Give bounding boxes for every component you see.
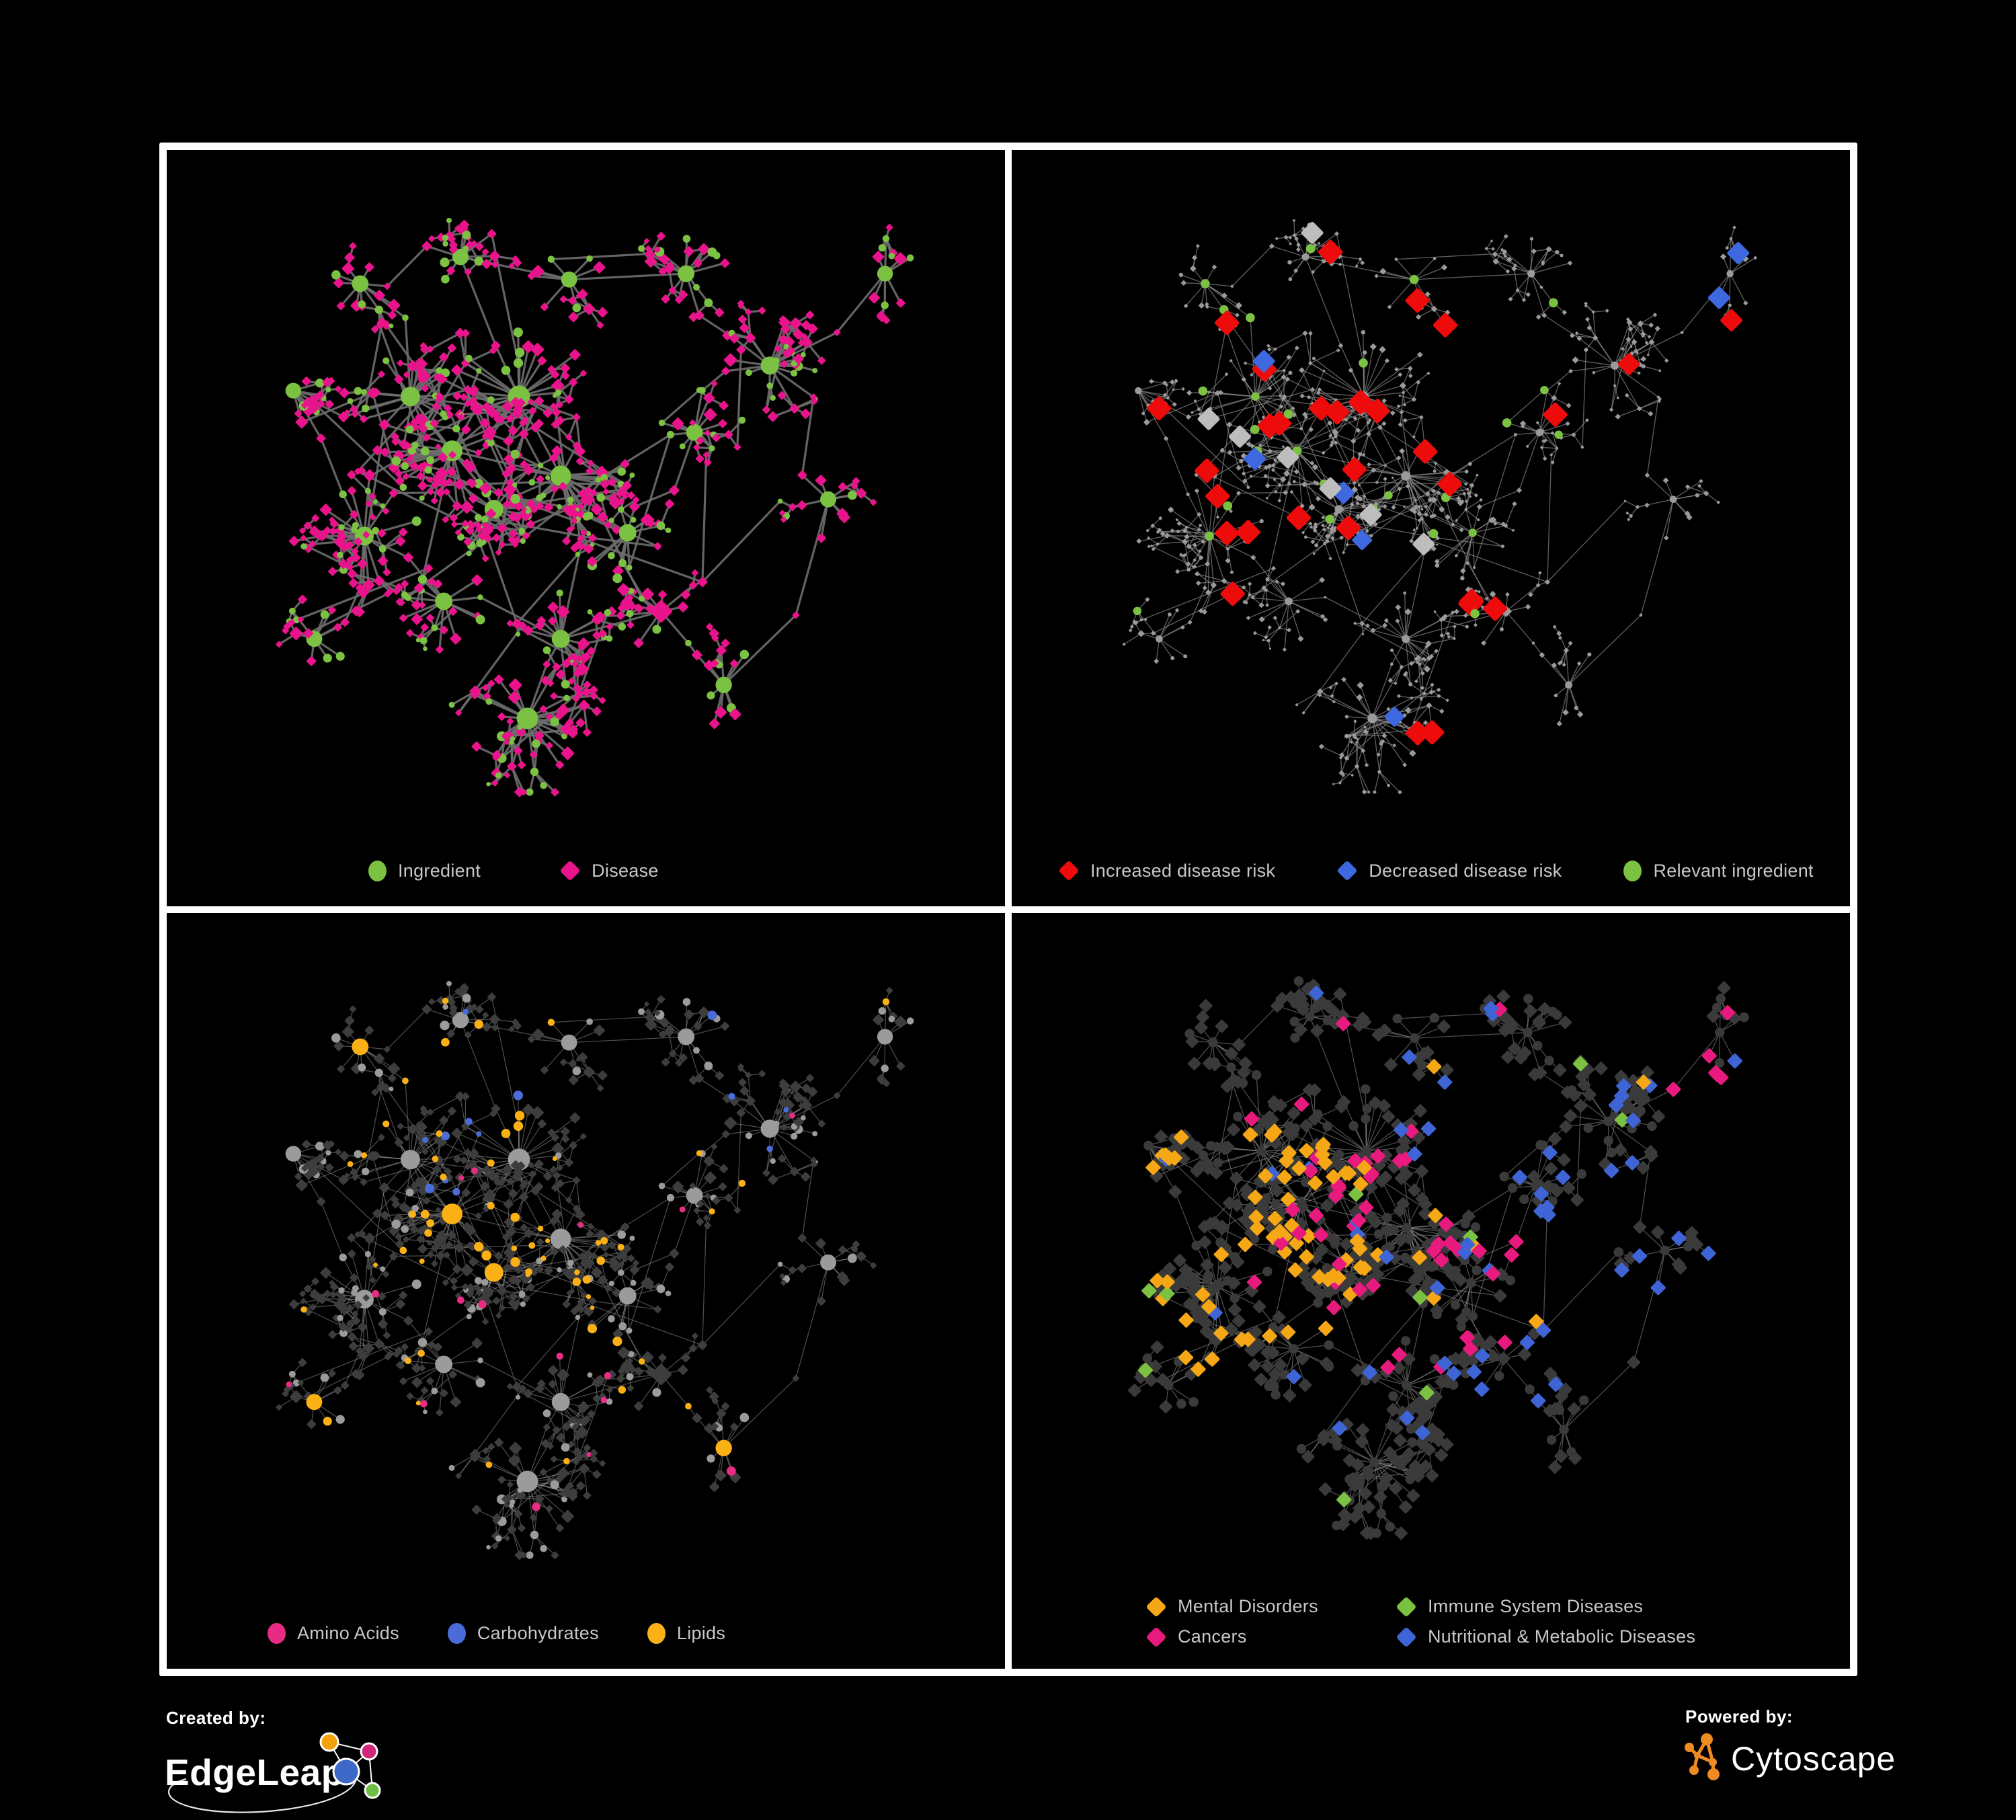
legend-item: Relevant ingredient <box>1623 860 1814 881</box>
legend-label: Carbohydrates <box>477 1623 599 1643</box>
legend-item: Ingredient <box>368 860 481 881</box>
nodes-layer <box>1122 219 1757 795</box>
legend-macronutrients: Amino Acids Carbohydrates Lipids <box>167 1598 1005 1669</box>
edgeleap-credit: Created by: EdgeLeap <box>163 1708 405 1819</box>
panel-macronutrients: Amino Acids Carbohydrates Lipids <box>167 912 1005 1669</box>
legend-label: Amino Acids <box>297 1623 399 1643</box>
panel-disease-risk: Increased disease risk Decreased disease … <box>1012 150 1850 906</box>
cytoscape-credit: Powered by: Cytoscape <box>1683 1706 1904 1787</box>
edgeleap-node-blue-icon <box>332 1757 360 1786</box>
figure-frame: Ingredient Disease Increased disease risk D… <box>159 143 1857 1676</box>
cytoscape-logo: Cytoscape <box>1685 1733 1896 1780</box>
edgeleap-node-green-icon <box>364 1782 381 1799</box>
legend-item: Increased disease risk <box>1058 860 1276 881</box>
legend-item: Lipids <box>647 1623 725 1644</box>
panel-disease-classes: Mental Disorders Immune System Diseases Ca… <box>1012 912 1850 1669</box>
legend-label: Disease <box>592 860 659 881</box>
cytoscape-brand-text: Cytoscape <box>1731 1740 1896 1778</box>
legend-disease-risk: Increased disease risk Decreased disease … <box>1012 836 1850 906</box>
edgeleap-node-pink-icon <box>360 1742 378 1761</box>
edgeleap-logo: EdgeLeap <box>165 1732 381 1813</box>
nodes-layer <box>1127 976 1749 1540</box>
legend-item: Nutritional & Metabolic Diseases <box>1396 1626 1850 1648</box>
legend-ingredient-disease: Ingredient Disease <box>167 836 1005 906</box>
network-graph-macronutrients <box>276 980 914 1560</box>
legend-label: Nutritional & Metabolic Diseases <box>1428 1626 1696 1647</box>
edgeleap-node-orange-icon <box>319 1732 339 1752</box>
diamond-marker-icon <box>1145 1626 1167 1648</box>
diamond-marker-icon <box>1145 1595 1167 1618</box>
diamond-marker-icon <box>1336 860 1358 881</box>
nodes-layer <box>276 980 914 1560</box>
legend-label: Mental Disorders <box>1178 1596 1318 1616</box>
edgeleap-brand-text: EdgeLeap <box>165 1751 344 1793</box>
legend-item: Immune System Diseases <box>1396 1595 1850 1618</box>
circle-marker-icon <box>268 1623 286 1644</box>
circle-marker-icon <box>647 1623 666 1644</box>
diamond-marker-icon <box>1396 1626 1417 1648</box>
legend-label: Immune System Diseases <box>1428 1596 1644 1616</box>
diamond-marker-icon <box>559 860 581 881</box>
network-graph-ingredient-disease <box>276 217 914 797</box>
legend-label: Increased disease risk <box>1090 860 1276 881</box>
diamond-marker-icon <box>1396 1595 1417 1618</box>
circle-marker-icon <box>1623 860 1642 881</box>
created-by-label: Created by: <box>166 1708 266 1728</box>
legend-label: Ingredient <box>398 860 481 881</box>
network-graph-disease-classes <box>1127 976 1749 1540</box>
network-graph-disease-risk <box>1122 219 1757 795</box>
legend-label: Decreased disease risk <box>1369 860 1562 881</box>
legend-item: Cancers <box>1145 1626 1396 1648</box>
powered-by-label: Powered by: <box>1685 1706 1793 1727</box>
legend-label: Relevant ingredient <box>1653 860 1814 881</box>
legend-item: Decreased disease risk <box>1336 860 1562 881</box>
nodes-layer <box>276 217 914 797</box>
legend-item: Amino Acids <box>268 1623 399 1644</box>
legend-label: Lipids <box>676 1623 726 1643</box>
legend-item: Carbohydrates <box>447 1623 599 1644</box>
legend-item: Mental Disorders <box>1145 1595 1396 1618</box>
circle-marker-icon <box>368 860 387 881</box>
legend-item: Disease <box>559 860 659 881</box>
diamond-marker-icon <box>1058 860 1080 881</box>
circle-marker-icon <box>447 1623 466 1644</box>
edgeleap-network-icon <box>319 1732 381 1799</box>
panel-ingredient-disease: Ingredient Disease <box>167 150 1005 906</box>
cytoscape-network-icon <box>1685 1733 1720 1780</box>
legend-label: Cancers <box>1178 1626 1247 1647</box>
legend-disease-classes: Mental Disorders Immune System Diseases Ca… <box>1012 1575 1850 1669</box>
edgeleap-swoosh-icon <box>168 1778 357 1813</box>
